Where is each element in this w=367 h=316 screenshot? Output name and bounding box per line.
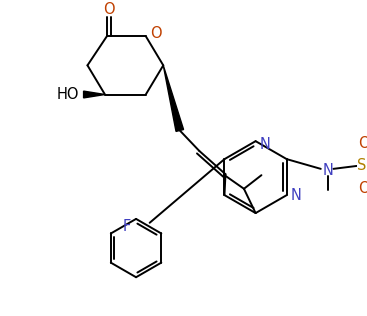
Text: F: F — [122, 219, 131, 234]
Text: O: O — [150, 26, 161, 41]
Text: HO: HO — [57, 87, 79, 102]
Text: N: N — [322, 163, 333, 178]
Text: O: O — [103, 3, 115, 17]
Text: N: N — [260, 137, 271, 152]
Text: N: N — [291, 188, 302, 203]
Text: O: O — [358, 181, 367, 196]
Polygon shape — [84, 91, 105, 98]
Text: O: O — [358, 136, 367, 151]
Polygon shape — [163, 65, 184, 131]
Text: S: S — [357, 158, 366, 173]
